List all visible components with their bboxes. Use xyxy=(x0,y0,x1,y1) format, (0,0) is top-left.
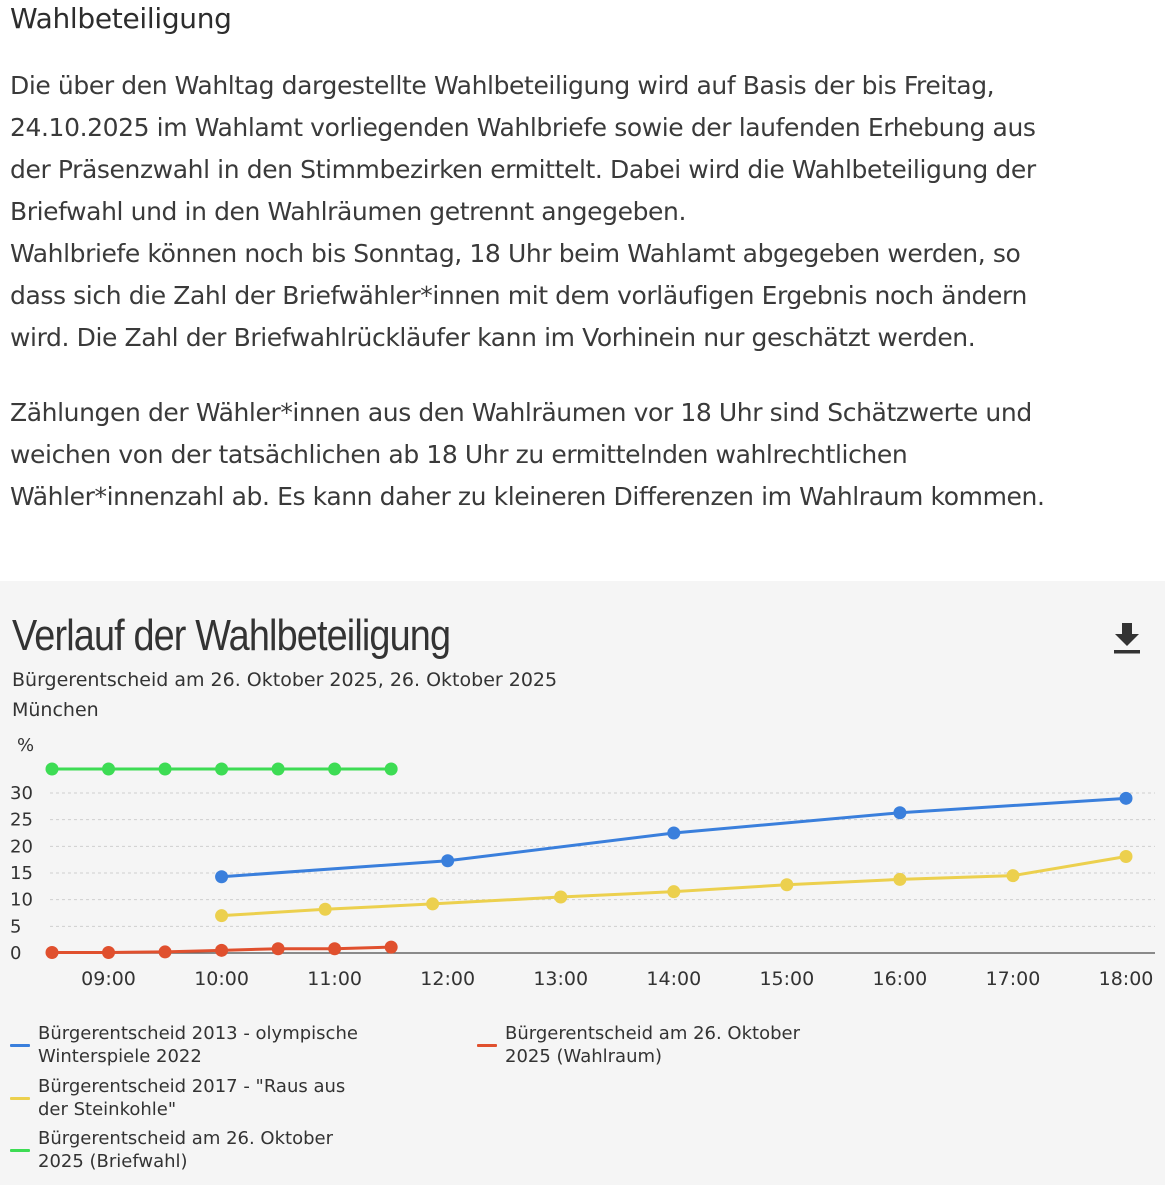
data-point xyxy=(1006,869,1020,883)
legend-label: Bürgerentscheid 2013 - olympische Winter… xyxy=(38,1023,358,1067)
intro-line: Briefwahl und in den Wahlräumen getrennt… xyxy=(10,197,687,226)
chart-location: München xyxy=(12,699,99,721)
chart-title: Verlauf der Wahlbeteiligung xyxy=(12,611,451,660)
x-tick-label: 09:00 xyxy=(81,968,136,990)
data-point xyxy=(384,940,398,954)
intro-line: 24.10.2025 im Wahlamt vorliegenden Wahlb… xyxy=(10,113,1036,142)
data-point xyxy=(328,942,342,956)
disclaimer-line: weichen von der tatsächlichen ab 18 Uhr … xyxy=(10,440,908,469)
data-point xyxy=(893,806,907,820)
x-tick-label: 13:00 xyxy=(533,968,588,990)
data-point xyxy=(893,872,907,886)
legend-swatch xyxy=(477,1044,497,1047)
y-tick-label: 30 xyxy=(10,783,33,804)
data-point xyxy=(1119,849,1133,863)
data-point xyxy=(215,909,229,923)
legend-swatch xyxy=(10,1149,30,1152)
disclaimer-line: Wähler*innenzahl ab. Es kann daher zu kl… xyxy=(10,482,1045,511)
data-point xyxy=(667,826,681,840)
line-chart: % 0 5 10 15 20 25 30 09:00 10:00 11:00 12:00 13:00 14… xyxy=(10,735,1155,990)
y-tick-label: 15 xyxy=(10,863,33,884)
legend-label: Bürgerentscheid 2017 - "Raus aus der Ste… xyxy=(38,1076,346,1120)
data-point xyxy=(441,854,455,868)
intro-line: dass sich die Zahl der Briefwähler*innen… xyxy=(10,281,1027,310)
y-axis-label: % xyxy=(17,735,34,756)
data-point xyxy=(215,762,229,776)
x-tick-label: 15:00 xyxy=(759,968,814,990)
x-tick-label: 14:00 xyxy=(646,968,701,990)
chart-panel: % 0 5 10 15 20 25 30 09:00 10:00 11:00 12:00 13:00 14… xyxy=(0,581,1165,1185)
y-tick-label: 5 xyxy=(10,916,21,937)
y-tick-label: 20 xyxy=(10,836,33,857)
data-point xyxy=(271,762,285,776)
intro-paragraph: Die über den Wahltag dargestellte Wahlbe… xyxy=(10,65,1160,359)
data-point xyxy=(215,943,229,957)
legend-swatch xyxy=(10,1097,30,1100)
x-tick-label: 17:00 xyxy=(986,968,1041,990)
y-tick-label: 10 xyxy=(10,890,33,911)
series-layer xyxy=(45,762,1133,959)
x-tick-label: 10:00 xyxy=(194,968,249,990)
legend-swatch xyxy=(10,1044,30,1047)
data-point xyxy=(158,762,172,776)
x-tick-label: 11:00 xyxy=(307,968,362,990)
chart-subtitle: Bürgerentscheid am 26. Oktober 2025, 26.… xyxy=(12,669,558,691)
section-title: Wahlbeteiligung xyxy=(10,2,232,35)
data-point xyxy=(271,942,285,956)
intro-line: wird. Die Zahl der Briefwahlrückläufer k… xyxy=(10,323,976,352)
axis-layer: % 0 5 10 15 20 25 30 09:00 10:00 11:00 12:00 13:00 14… xyxy=(10,735,1155,990)
data-point xyxy=(318,902,332,916)
data-point xyxy=(426,897,440,911)
data-point xyxy=(102,762,116,776)
grid-layer xyxy=(50,792,1155,927)
intro-line: Wahlbriefe können noch bis Sonntag, 18 U… xyxy=(10,239,1021,268)
intro-line: der Präsenzwahl in den Stimmbezirken erm… xyxy=(10,155,1036,184)
download-button[interactable] xyxy=(1108,619,1146,657)
data-point xyxy=(102,945,116,959)
data-point xyxy=(554,890,568,904)
data-point xyxy=(667,885,681,899)
download-icon xyxy=(1114,623,1140,654)
data-point xyxy=(45,762,59,776)
intro-line: Die über den Wahltag dargestellte Wahlbe… xyxy=(10,71,995,100)
data-point xyxy=(45,945,59,959)
data-point xyxy=(780,878,794,892)
disclaimer-paragraph: Zählungen der Wähler*innen aus den Wahlr… xyxy=(10,392,1160,518)
data-point xyxy=(328,762,342,776)
y-tick-label: 25 xyxy=(10,810,33,831)
legend-label: Bürgerentscheid am 26. Oktober 2025 (Bri… xyxy=(38,1128,333,1172)
y-tick-label: 0 xyxy=(10,943,21,964)
disclaimer-line: Zählungen der Wähler*innen aus den Wahlr… xyxy=(10,398,1032,427)
data-point xyxy=(158,945,172,959)
x-tick-label: 18:00 xyxy=(1099,968,1154,990)
legend-label: Bürgerentscheid am 26. Oktober 2025 (Wah… xyxy=(505,1023,800,1067)
data-point xyxy=(1119,791,1133,805)
data-point xyxy=(384,762,398,776)
x-tick-label: 16:00 xyxy=(873,968,928,990)
data-point xyxy=(215,870,229,884)
x-tick-label: 12:00 xyxy=(420,968,475,990)
